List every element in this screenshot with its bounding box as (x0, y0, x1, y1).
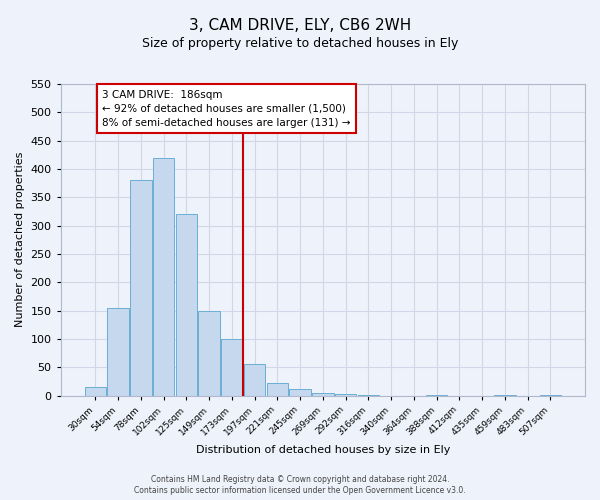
Bar (85, 387, 106, 396)
Bar (244, 364, 265, 396)
Text: 3, CAM DRIVE, ELY, CB6 2WH: 3, CAM DRIVE, ELY, CB6 2WH (189, 18, 411, 32)
Text: Contains public sector information licensed under the Open Government Licence v3: Contains public sector information licen… (134, 486, 466, 495)
Bar (198, 310, 220, 396)
Text: Size of property relative to detached houses in Ely: Size of property relative to detached ho… (142, 38, 458, 51)
Bar (426, 395, 448, 396)
Bar (335, 394, 356, 396)
Bar (107, 308, 129, 396)
Bar (312, 394, 334, 396)
Bar (221, 339, 242, 396)
Bar (266, 383, 288, 396)
Y-axis label: Number of detached properties: Number of detached properties (15, 152, 25, 328)
Text: Contains HM Land Registry data © Crown copyright and database right 2024.: Contains HM Land Registry data © Crown c… (151, 475, 449, 484)
Bar (539, 395, 561, 396)
Bar (289, 389, 311, 396)
Bar (130, 180, 152, 396)
Text: 3 CAM DRIVE:  186sqm
← 92% of detached houses are smaller (1,500)
8% of semi-det: 3 CAM DRIVE: 186sqm ← 92% of detached ho… (102, 90, 350, 128)
Bar (494, 395, 515, 396)
X-axis label: Distribution of detached houses by size in Ely: Distribution of detached houses by size … (196, 445, 450, 455)
Bar (153, 158, 175, 396)
Bar (176, 214, 197, 396)
Bar (358, 395, 379, 396)
